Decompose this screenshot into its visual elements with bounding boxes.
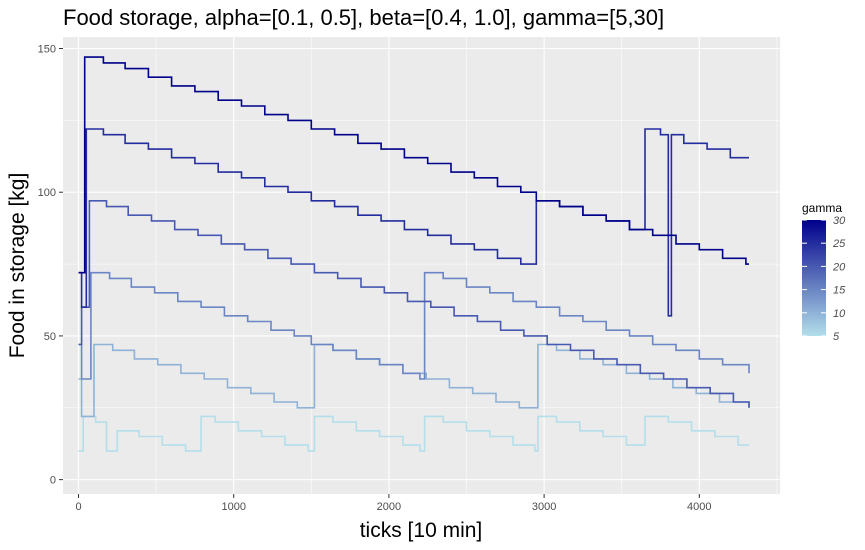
y-axis: 0 50 100 150 [38,43,63,487]
y-tick-label: 0 [50,475,56,487]
x-axis: 0 1000 2000 3000 4000 [75,494,712,513]
legend: gamma 5 10 15 20 25 30 [802,201,846,343]
major-gridlines [63,37,780,494]
minor-gridlines [63,37,780,494]
x-tick-label: 0 [75,501,81,513]
series-line-gamma-20 [78,200,750,408]
legend-ticks: 5 10 15 20 25 30 [802,215,846,343]
data-series [78,56,750,452]
x-tick-label: 4000 [687,501,711,513]
legend-tick-label: 20 [832,261,846,273]
legend-colorbar [802,220,826,336]
legend-tick-label: 15 [833,285,846,297]
legend-tick-label: 30 [833,215,846,227]
x-tick-label: 1000 [221,501,245,513]
chart-title: Food storage, alpha=[0.1, 0.5], beta=[0.… [63,5,664,30]
x-tick-label: 3000 [532,501,556,513]
y-axis-title: Food in storage [kg] [6,173,29,359]
legend-tick-label: 25 [832,238,846,250]
y-tick-label: 150 [38,43,56,55]
series-line-gamma-5 [78,415,749,452]
series-line-gamma-25 [78,128,749,317]
y-tick-label: 100 [38,187,56,199]
x-tick-label: 2000 [377,501,401,513]
legend-tick-label: 5 [833,331,840,343]
legend-tick-label: 10 [833,308,846,320]
series-line-gamma-15 [78,271,750,380]
y-tick-label: 50 [44,331,56,343]
plot-panel [63,37,780,494]
legend-title: gamma [802,201,842,215]
series-line-gamma-30 [78,56,749,274]
x-axis-title: ticks [10 min] [360,519,483,542]
